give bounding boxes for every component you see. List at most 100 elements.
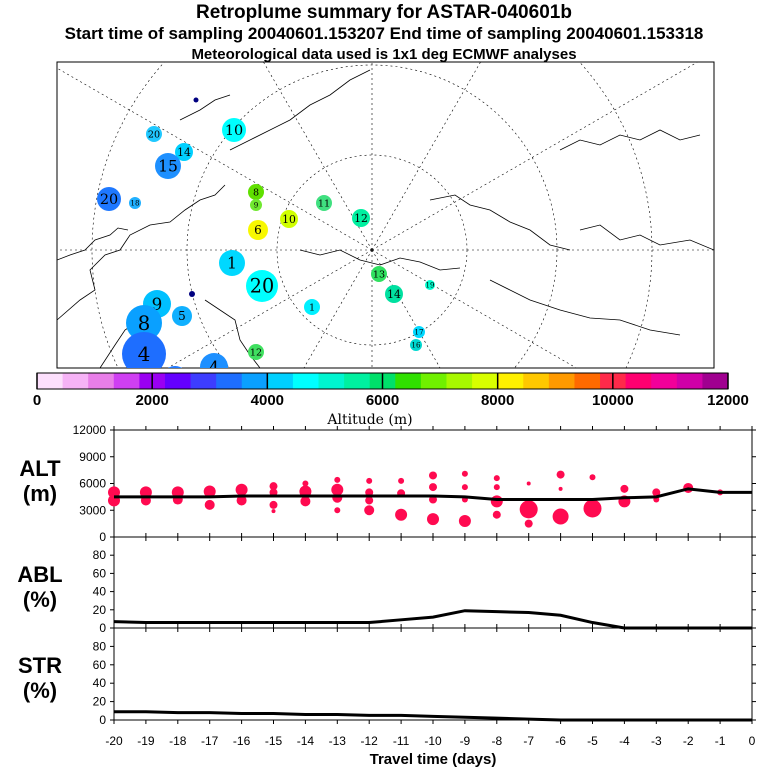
map-frame: [56, 61, 715, 369]
coastline: [57, 227, 129, 261]
x-tick-label: -8: [491, 734, 502, 748]
cluster-point: [395, 508, 408, 521]
colorbar-swatch: [420, 373, 447, 389]
plume-circle: [97, 187, 121, 211]
plume-marker: 12: [352, 209, 370, 227]
colorbar-tick-label: 6000: [366, 392, 399, 409]
plume-marker: 4: [200, 353, 228, 377]
plume-marker: 13: [167, 366, 183, 368]
meridian-line: [371, 62, 481, 251]
colorbar-swatch: [318, 373, 345, 389]
colorbar-swatch: [190, 373, 217, 389]
x-tick-label: -3: [651, 734, 662, 748]
plume-day-label: 13: [373, 269, 385, 280]
plume-circle: [222, 118, 246, 142]
plume-marker: 16: [410, 339, 422, 351]
panel-label: ALT: [19, 456, 61, 481]
y-tick-label: 80: [93, 639, 107, 653]
y-tick-label: 6000: [79, 477, 106, 491]
cluster-point: [552, 508, 569, 525]
cluster-point: [269, 488, 278, 497]
cluster-point: [427, 513, 439, 526]
plume-day-label: 14: [387, 288, 401, 301]
plume-day-label: 11: [318, 198, 330, 209]
cluster-point: [524, 519, 533, 528]
y-tick-label: 0: [99, 621, 106, 635]
colorbar-swatch: [472, 373, 499, 389]
y-tick-label: 80: [93, 548, 107, 562]
plume-marker: 6: [248, 220, 268, 240]
colorbar-swatch: [497, 373, 524, 389]
plume-circle: [248, 220, 268, 240]
panel-abl: 0 20 40 60 80 ABL(%): [17, 533, 756, 635]
cluster-point: [398, 477, 405, 484]
colorbar-tick-label: 0: [33, 392, 41, 409]
x-tick-label: -15: [265, 734, 283, 748]
plume-day-label: 5: [178, 309, 186, 323]
cluster-point: [302, 480, 309, 487]
plume-day-label: 4: [209, 357, 220, 377]
y-tick-label: 0: [99, 713, 106, 727]
plume-circle: [122, 332, 166, 368]
plume-circle: [250, 199, 262, 211]
plume-circle: [410, 339, 422, 351]
colorbar-tick-label: 4000: [251, 392, 284, 409]
y-tick-label: 20: [93, 695, 107, 709]
chart-title: Retroplume summary for ASTAR-040601b: [196, 2, 572, 23]
colorbar-swatch: [37, 373, 64, 389]
plume-marker: 4: [122, 332, 166, 368]
meridian-line: [371, 62, 699, 251]
cluster-point: [365, 496, 374, 505]
cluster-point: [331, 483, 344, 496]
x-tick-label: -9: [460, 734, 471, 748]
x-tick-label: -6: [555, 734, 566, 748]
cluster-point: [429, 495, 437, 504]
cluster-point: [652, 488, 661, 497]
cluster-point: [334, 476, 341, 483]
plume-circle: [200, 353, 228, 368]
y-tick-label: 40: [93, 585, 107, 599]
cluster-point: [269, 500, 278, 509]
plume-marker: 20: [97, 187, 121, 211]
plume-day-label: 9: [254, 201, 259, 210]
y-tick-label: 12000: [73, 423, 107, 437]
series-line: [114, 710, 752, 722]
panel-frame: [113, 627, 753, 721]
x-tick-label: -13: [329, 734, 347, 748]
panel-unit-label: (%): [23, 587, 57, 612]
plume-marker: 13: [371, 266, 387, 282]
cluster-point: [492, 510, 501, 519]
cluster-point: [236, 495, 247, 506]
plume-circle: [129, 197, 141, 209]
plume-marker: 20: [246, 270, 278, 302]
colorbar-tick-label: 10000: [592, 392, 634, 409]
cluster-point: [490, 495, 503, 508]
panel-unit-label: (m): [23, 481, 57, 506]
plume-circle: [385, 285, 403, 303]
coastline: [429, 194, 571, 251]
panel-frame: [113, 536, 753, 629]
cluster-point: [269, 482, 278, 491]
y-tick-label: 9000: [79, 450, 106, 464]
plume-marker: 15: [155, 153, 181, 179]
cluster-point: [365, 488, 374, 497]
plume-marker: 14: [385, 285, 403, 303]
x-tick-label: -14: [297, 734, 315, 748]
plume-marker: 20: [175, 398, 201, 424]
cluster-point: [461, 484, 468, 491]
colorbar-swatch: [395, 373, 422, 389]
x-tick-label: -10: [424, 734, 442, 748]
x-tick-label: -11: [393, 734, 410, 748]
cluster-point: [519, 500, 538, 519]
plume-marker: 8: [248, 184, 264, 200]
plume-marker: 1: [219, 250, 245, 276]
plume-day-label: 17: [414, 328, 424, 337]
colorbar-swatch: [574, 373, 601, 389]
x-tick-label: -17: [201, 734, 219, 748]
coastline: [489, 279, 681, 336]
coastline: [299, 249, 461, 271]
altitude-colorbar: 0 2000 4000 6000 8000 10000 12000: [33, 372, 749, 409]
cluster-point: [461, 470, 468, 477]
